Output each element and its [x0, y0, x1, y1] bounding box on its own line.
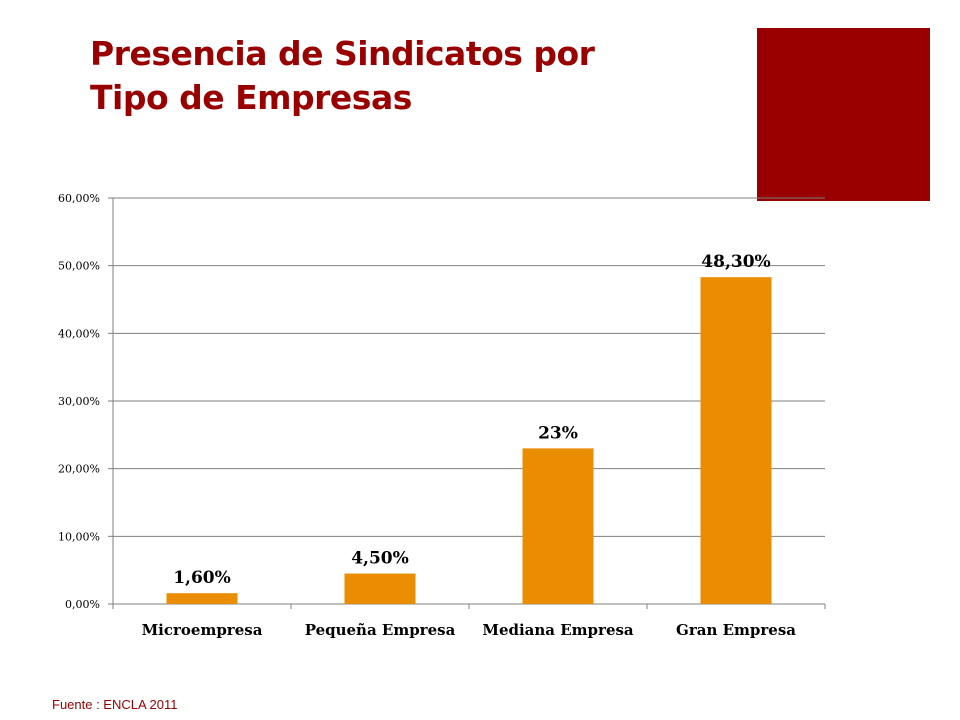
bar — [700, 277, 772, 604]
data-labels: 1,60% 4,50% 23% 48,30% — [173, 252, 770, 588]
bar — [344, 573, 416, 604]
x-tick-label: Gran Empresa — [676, 621, 796, 639]
data-label: 48,30% — [701, 252, 770, 272]
bar — [166, 593, 238, 604]
data-label: 23% — [538, 423, 578, 443]
y-tick-labels: 0,00% 10,00% 20,00% 30,00% 40,00% 50,00% 60,00… — [58, 192, 100, 611]
data-label: 4,50% — [351, 549, 409, 569]
y-tick-label: 40,00% — [58, 327, 100, 340]
y-tick-label: 60,00% — [58, 192, 100, 205]
x-tick-label: Mediana Empresa — [482, 621, 634, 639]
slide-title-line-1: Presencia de Sindicatos por — [90, 34, 595, 73]
x-tick-labels: Microempresa Pequeña Empresa Mediana Empre… — [142, 621, 797, 639]
y-tick-label: 50,00% — [58, 260, 100, 273]
x-tick-label: Microempresa — [142, 621, 263, 639]
y-tick-label: 10,00% — [58, 530, 100, 543]
bars — [166, 277, 772, 604]
x-tick-label: Pequeña Empresa — [305, 621, 456, 639]
y-tick-label: 30,00% — [58, 395, 100, 408]
y-tick-label: 0,00% — [65, 598, 100, 611]
y-tick-label: 20,00% — [58, 463, 100, 476]
bar — [522, 448, 594, 604]
data-label: 1,60% — [173, 568, 231, 588]
source-note: Fuente : ENCLA 2011 — [52, 697, 178, 712]
accent-block — [757, 28, 930, 201]
slide-title-line-2: Tipo de Empresas — [90, 78, 412, 117]
slide-title: Presencia de Sindicatos por Tipo de Empr… — [90, 32, 730, 120]
